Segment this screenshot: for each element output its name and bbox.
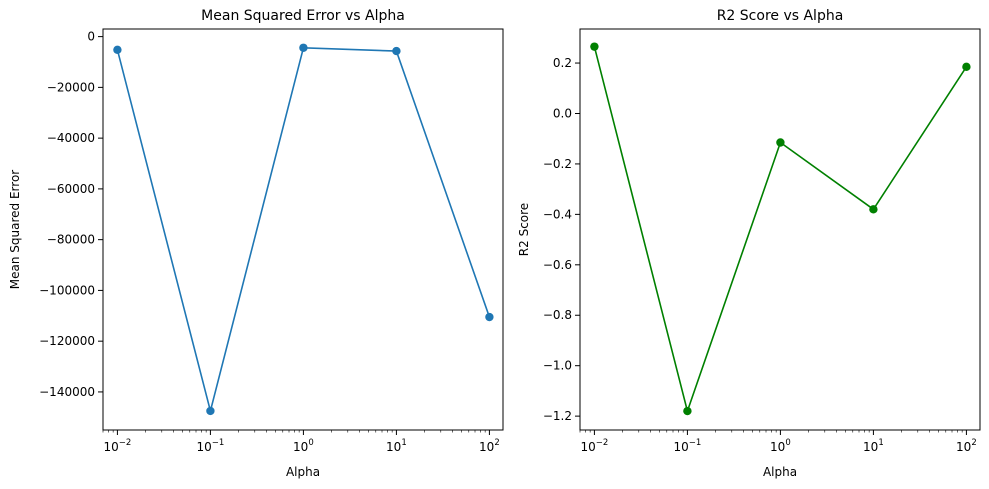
r2-data-point xyxy=(776,138,785,147)
mse-y-tick-label: −80000 xyxy=(47,233,95,247)
mse-data-point xyxy=(485,312,494,322)
mse-chart: Mean Squared Error vs Alpha Alpha Mean S… xyxy=(8,8,504,479)
mse-data-point xyxy=(206,406,215,416)
mse-data-point xyxy=(113,45,122,55)
r2-y-tick-label: −1.2 xyxy=(543,409,572,423)
mse-y-tick-label: −20000 xyxy=(47,80,95,94)
r2-x-tick-label: 102 xyxy=(956,438,977,454)
mse-y-tick-label: −140000 xyxy=(39,385,95,399)
mse-x-tick-label: 10−2 xyxy=(103,438,131,454)
r2-x-tick-label: 100 xyxy=(770,438,791,454)
mse-x-tick-label: 100 xyxy=(293,438,314,454)
r2-y-tick-label: 0.0 xyxy=(553,106,572,120)
r2-y-tick-label: −0.6 xyxy=(543,258,572,272)
r2-y-ticks: 0.2 0.0 −0.2 −0.4 −0.6 −0.8 −1.0 −1.2 xyxy=(543,56,580,423)
r2-chart-title: R2 Score vs Alpha xyxy=(717,8,844,24)
r2-x-axis-label: Alpha xyxy=(763,465,797,479)
r2-y-tick-label: −0.4 xyxy=(543,207,572,221)
mse-data-point xyxy=(299,43,308,52)
r2-x-tick-label: 10−2 xyxy=(580,438,608,454)
r2-y-tick-label: −1.0 xyxy=(543,359,572,373)
r2-y-tick-label: −0.8 xyxy=(543,308,572,322)
mse-y-tick-label: −100000 xyxy=(39,283,95,297)
r2-data-point xyxy=(683,406,692,416)
mse-x-ticks: 10−2 10−1 100 101 102 xyxy=(102,430,500,454)
mse-x-tick-label: 102 xyxy=(479,438,500,454)
mse-x-tick-label: 101 xyxy=(386,438,407,454)
r2-axes-frame xyxy=(579,28,981,431)
r2-series xyxy=(590,42,971,416)
r2-data-point xyxy=(869,205,878,214)
mse-axes-frame xyxy=(102,28,504,431)
mse-y-ticks: 0 −20000 −40000 −60000 −80000 −100000 −120000 −… xyxy=(39,30,103,399)
r2-data-point xyxy=(590,42,599,51)
r2-data-point xyxy=(962,62,971,72)
mse-series xyxy=(113,43,494,416)
mse-chart-title: Mean Squared Error vs Alpha xyxy=(201,8,405,24)
mse-data-point xyxy=(392,46,401,56)
mse-y-tick-label: −40000 xyxy=(47,131,95,145)
r2-x-tick-label: 10−1 xyxy=(674,438,702,454)
r2-y-axis-label: R2 Score xyxy=(517,203,531,256)
mse-y-tick-label: 0 xyxy=(87,30,95,44)
mse-x-tick-label: 10−1 xyxy=(197,438,225,454)
r2-y-tick-label: −0.2 xyxy=(543,157,572,171)
r2-x-tick-label: 101 xyxy=(863,438,884,454)
mse-y-tick-label: −60000 xyxy=(47,182,95,196)
mse-y-axis-label: Mean Squared Error xyxy=(8,170,22,290)
mse-x-axis-label: Alpha xyxy=(286,465,320,479)
r2-chart: R2 Score vs Alpha Alpha R2 Score 10−2 10−… xyxy=(517,8,981,479)
mse-y-tick-label: −120000 xyxy=(39,334,95,348)
r2-y-tick-label: 0.2 xyxy=(553,56,572,70)
